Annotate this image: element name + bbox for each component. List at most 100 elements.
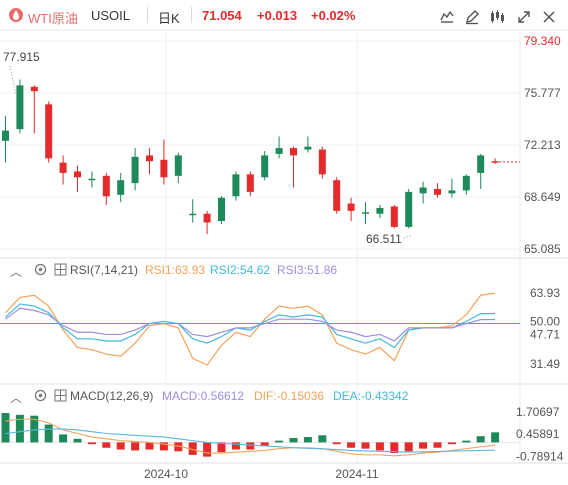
candle-body xyxy=(59,162,67,173)
dif-value: DIF:-0.15036 xyxy=(254,389,325,403)
macd-histogram-bar xyxy=(447,442,456,445)
macd-histogram-bar xyxy=(289,437,298,443)
rsi-line-rsi3 xyxy=(5,307,496,342)
candle-body xyxy=(218,197,225,222)
candle-body xyxy=(333,180,341,211)
candle-body xyxy=(74,171,81,178)
macd-histogram-bar xyxy=(246,442,255,450)
chart-header: WTI原油 USOIL 日K 71.054 +0.013 +0.02% xyxy=(0,0,568,30)
macd-histogram-bar xyxy=(404,442,413,452)
indicator-icon[interactable] xyxy=(488,8,506,26)
macd-histogram-bar xyxy=(174,442,183,452)
candle-body xyxy=(45,104,53,159)
candle-body xyxy=(419,187,427,194)
settings-icon[interactable] xyxy=(34,389,47,405)
macd-histogram-bar xyxy=(1,413,10,443)
ticker-label[interactable]: USOIL xyxy=(91,8,131,23)
collapse-arrow-icon[interactable]: ︿ xyxy=(10,391,23,405)
macd-histogram-bar xyxy=(44,424,53,443)
macd-histogram-bar xyxy=(217,442,226,453)
low-marker-leader xyxy=(403,234,413,239)
dea-value: DEA:-0.43342 xyxy=(333,389,409,403)
drawing-tool-icon[interactable] xyxy=(463,8,481,26)
candle-body xyxy=(88,178,96,181)
divider xyxy=(147,7,148,23)
rsi-line-rsi1 xyxy=(5,292,496,366)
candle-body xyxy=(160,159,168,178)
candle-body xyxy=(189,213,197,216)
candle-body xyxy=(347,203,355,211)
high-price-marker: 77.915 xyxy=(3,50,40,64)
candle-body xyxy=(376,207,384,214)
macd-histogram-bar xyxy=(275,440,284,443)
candle-body xyxy=(275,148,283,154)
macd-histogram-bar xyxy=(419,442,428,449)
macd-histogram-bar xyxy=(203,442,212,457)
candle-body xyxy=(434,188,441,195)
timeframe-selector[interactable]: 日K xyxy=(158,11,180,26)
low-price-marker: 66.511 xyxy=(366,232,402,246)
expand-icon[interactable] xyxy=(515,8,533,26)
macd-dea-line xyxy=(5,428,496,453)
macd-value: MACD:0.56612 xyxy=(162,389,245,403)
macd-histogram-bar xyxy=(188,442,197,455)
macd-dif-line xyxy=(5,418,496,457)
macd-histogram-bar xyxy=(303,437,312,443)
candle-body xyxy=(2,130,9,141)
macd-histogram-bar xyxy=(131,442,140,451)
last-price: 71.054 xyxy=(202,8,242,23)
macd-histogram-bar xyxy=(462,440,471,443)
macd-histogram-bar xyxy=(260,442,269,446)
macd-histogram-bar xyxy=(390,442,399,454)
indicator-menu-icon[interactable] xyxy=(54,263,67,279)
candle-body xyxy=(30,86,38,92)
macd-axis-label: -0.78914 xyxy=(516,449,564,463)
candle-body xyxy=(146,155,153,162)
symbol-name[interactable]: WTI原油 xyxy=(28,11,78,26)
candle-body xyxy=(362,212,369,214)
candle-body xyxy=(491,161,499,163)
macd-histogram-bar xyxy=(159,442,168,451)
macd-histogram-bar xyxy=(231,442,240,450)
rsi-axis-label: 31.49 xyxy=(530,357,560,371)
macd-histogram-bar xyxy=(361,442,370,449)
price-axis-label: 72.213 xyxy=(524,138,561,152)
high-marker-leader xyxy=(9,65,17,96)
settings-icon[interactable] xyxy=(34,263,47,279)
x-axis-label: 2024-10 xyxy=(144,467,188,481)
rsi1-value: RSI1:63.93 xyxy=(145,263,206,277)
candle-body xyxy=(448,190,456,194)
candle-body xyxy=(16,85,24,130)
macd-axis-label: 1.70697 xyxy=(516,405,560,419)
macd-histogram-bar xyxy=(30,415,39,443)
rsi-axis-label: 50.00 xyxy=(530,315,560,329)
candle-body xyxy=(174,155,182,176)
candle-body xyxy=(318,149,326,175)
price-axis-label: 68.649 xyxy=(524,190,561,204)
rsi-title: RSI(7,14,21) xyxy=(70,263,139,277)
rsi-line-rsi2 xyxy=(5,303,496,349)
collapse-arrow-icon[interactable]: ︿ xyxy=(10,265,23,279)
candle-body xyxy=(290,148,297,156)
macd-histogram-bar xyxy=(491,432,500,443)
chart-type-icon[interactable] xyxy=(438,8,456,26)
indicator-menu-icon[interactable] xyxy=(54,389,67,405)
rsi-axis-label: 63.93 xyxy=(530,286,560,300)
macd-axis-label: 0.45891 xyxy=(516,427,560,441)
rsi-axis-label: 47.71 xyxy=(530,328,560,342)
candle-body xyxy=(203,213,211,223)
candle-body xyxy=(131,156,139,184)
price-axis-label: 65.085 xyxy=(524,242,561,256)
macd-histogram-bar xyxy=(87,442,96,445)
macd-title: MACD(12,26,9) xyxy=(70,389,154,403)
macd-histogram-bar xyxy=(318,435,327,443)
close-icon[interactable] xyxy=(540,8,558,26)
candle-body xyxy=(232,174,240,197)
candle-body xyxy=(261,155,269,178)
candle-body xyxy=(405,191,413,227)
macd-histogram-bar xyxy=(116,442,125,450)
candle-body xyxy=(477,155,485,173)
candle-body xyxy=(304,146,312,150)
